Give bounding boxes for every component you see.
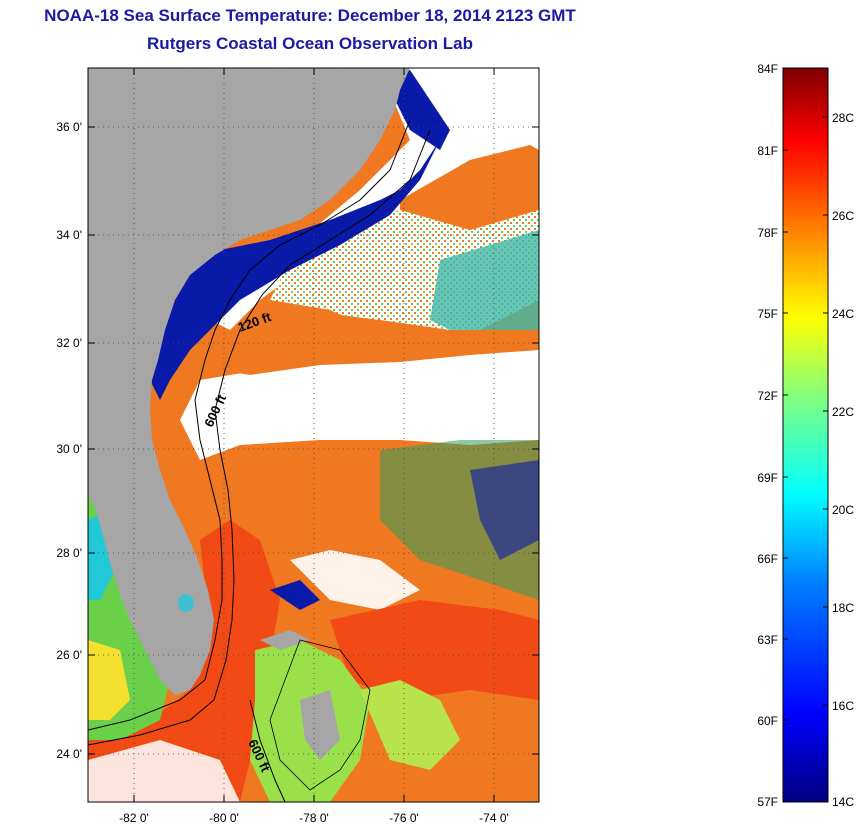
- contour-120ft: [88, 119, 411, 731]
- lon-label: -78 0': [299, 811, 329, 825]
- colorbar-f-label: 81F: [757, 144, 778, 158]
- colorbar-f-label: 66F: [757, 552, 778, 566]
- colorbar-f-label: 57F: [757, 795, 778, 809]
- map-gridlines: [88, 68, 539, 802]
- colorbar-c-label: 18C: [832, 601, 854, 615]
- land-mass: [88, 68, 410, 695]
- lat-label: 26 0': [56, 648, 82, 662]
- colorbar-c-label: 20C: [832, 503, 854, 517]
- lat-label: 32 0': [56, 336, 82, 350]
- colorbar-f-label: 84F: [757, 62, 778, 76]
- colorbar-f-label: 72F: [757, 389, 778, 403]
- lon-label: -82 0': [119, 811, 149, 825]
- colorbar: [782, 67, 829, 803]
- cloud-patch-keys: [88, 740, 240, 802]
- frame-ticks: [88, 68, 539, 802]
- colorbar-f-label: 75F: [757, 307, 778, 321]
- gulf-warm-patch: [88, 640, 130, 720]
- lon-label: -76 0': [389, 811, 419, 825]
- lat-label: 24 0': [56, 747, 82, 761]
- map-subtitle: Rutgers Coastal Ocean Observation Lab: [147, 34, 473, 53]
- colorbar-c-label: 22C: [832, 405, 854, 419]
- colorbar-c-label: 16C: [832, 699, 854, 713]
- lat-label: 30 0': [56, 442, 82, 456]
- colorbar-f-label: 78F: [757, 226, 778, 240]
- lon-label: -80 0': [209, 811, 239, 825]
- contour-600ft-south: [249, 699, 286, 802]
- cool-patch-east: [430, 230, 539, 350]
- colorbar-c-label: 24C: [832, 307, 854, 321]
- andros-island: [300, 690, 340, 760]
- colorbar-c-label: 14C: [832, 795, 854, 809]
- colorbar-f-label: 69F: [757, 471, 778, 485]
- cloud-patch-south: [290, 550, 420, 610]
- warm-belt: [220, 310, 539, 375]
- little-bahama-bank: [270, 580, 320, 610]
- cold-coastal-water: [88, 140, 440, 400]
- lake-okeechobee: [178, 594, 194, 612]
- cold-patch-east: [470, 460, 539, 560]
- map-panel: [88, 68, 539, 802]
- colorbar-c-label: 26C: [832, 209, 854, 223]
- bahamas-banks-east: [360, 680, 460, 770]
- contour-600ft: [88, 129, 431, 746]
- lat-label: 36 0': [56, 120, 82, 134]
- contour-bahamas: [269, 639, 371, 791]
- lat-label: 34 0': [56, 228, 82, 242]
- lat-label: 28 0': [56, 546, 82, 560]
- colorbar-c-label: 28C: [832, 111, 854, 125]
- cloud-band-central: [180, 345, 539, 460]
- warm-water-east: [330, 600, 539, 700]
- lon-label: -74 0': [479, 811, 509, 825]
- colorbar-f-label: 60F: [757, 714, 778, 728]
- grand-bahama-island: [260, 630, 310, 650]
- map-title: NOAA-18 Sea Surface Temperature: Decembe…: [44, 6, 576, 25]
- colorbar-ticks: [783, 116, 828, 721]
- colorbar-f-label: 63F: [757, 633, 778, 647]
